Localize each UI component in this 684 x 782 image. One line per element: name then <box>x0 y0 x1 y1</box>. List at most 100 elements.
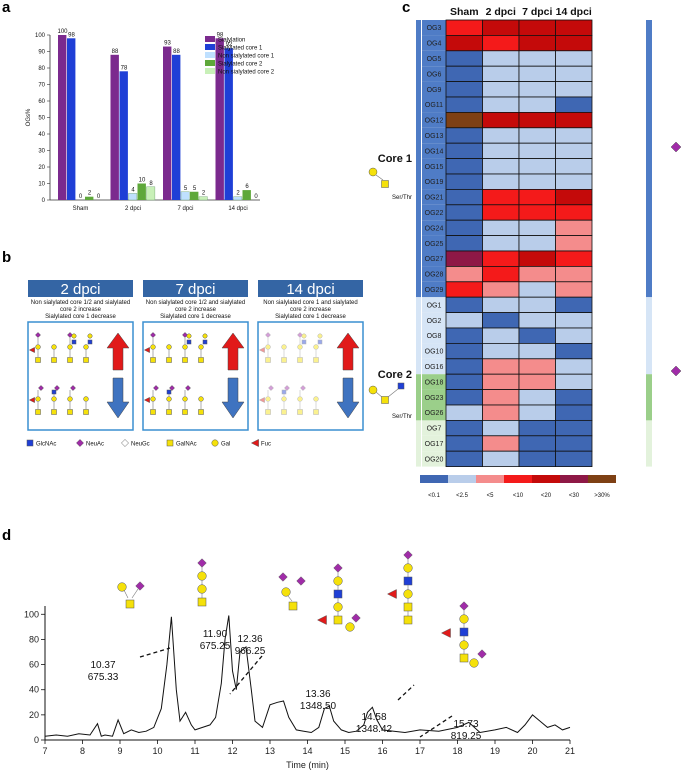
galnac-square-icon <box>281 357 287 363</box>
x-tick-label: 11 <box>190 746 199 756</box>
heatmap-cell <box>518 112 556 129</box>
peak-mass-label: 675.25 <box>200 641 231 652</box>
row-label-bg <box>422 97 446 113</box>
heatmap-cell <box>518 419 556 437</box>
fuc-triangle-icon <box>316 615 327 625</box>
heatmap-cell <box>445 342 483 360</box>
x-tick-label: 12 <box>227 746 237 756</box>
column-header: 14 dpci <box>556 6 592 18</box>
legend-label: Non sialylated core 1 <box>218 54 275 60</box>
row-label: OG29 <box>425 287 444 294</box>
galnac-square-icon <box>67 409 73 415</box>
panel-c-label: c <box>402 0 410 16</box>
heatmap-cell <box>482 450 520 468</box>
heatmap-cell <box>445 450 483 468</box>
heatmap-cell <box>555 404 593 421</box>
group-strip-right <box>646 20 652 298</box>
card-note: Sialylated core 1 decrease <box>275 314 346 320</box>
heatmap-cell <box>555 142 593 159</box>
heatmap-cell <box>518 158 556 175</box>
heatmap-cell <box>555 265 593 283</box>
x-tick-label: 14 dpci <box>228 206 247 212</box>
row-label-bg <box>422 220 446 236</box>
legend-label: Fuc <box>261 442 271 448</box>
row-label-bg <box>422 358 446 375</box>
gal-circle-icon <box>345 622 355 632</box>
heatmap-cell <box>445 112 483 129</box>
bar <box>190 191 199 200</box>
neuac-diamond-icon <box>197 558 207 568</box>
heatmap-cell <box>445 358 483 375</box>
gal-circle-icon <box>297 396 303 402</box>
bar-value-label: 0 <box>79 194 83 200</box>
gal-circle-icon <box>51 344 57 350</box>
glcnac-square-icon <box>317 339 323 345</box>
bar-value-label: 88 <box>173 49 180 55</box>
row-label-bg <box>422 143 446 159</box>
neuac-diamond-icon <box>70 385 76 391</box>
heatmap-cell <box>555 112 593 129</box>
gal-circle-icon <box>51 396 57 402</box>
row-label-bg <box>422 158 446 174</box>
bar <box>119 71 128 200</box>
fuc-triangle-icon <box>143 396 150 404</box>
row-label-bg <box>422 297 446 313</box>
heatmap-cell <box>445 373 483 391</box>
heatmap-cell <box>482 296 520 314</box>
heatmap-cell <box>482 173 520 190</box>
glycan-trend-panel: 2 dpci Non sialylated core 1/2 and sialyl… <box>26 280 364 448</box>
galnac-square-icon <box>313 409 319 415</box>
galnac-square-icon <box>150 357 156 363</box>
heatmap-cell <box>482 65 520 82</box>
chromatogram-chart: 0 20 40 60 80 100 7 8 9 10 11 12 13 14 15 16 17 18 19 20 21 T… <box>24 550 575 770</box>
x-tick-label: 9 <box>117 746 122 756</box>
row-label: OG27 <box>425 256 444 263</box>
heatmap-cell <box>482 435 520 452</box>
row-label: OG5 <box>427 56 442 63</box>
card-note: Sialylated core 1 decrease <box>45 314 116 320</box>
heatmap-cell <box>518 35 556 52</box>
card-box <box>142 321 249 431</box>
heatmap-chart: Sham 2 dpci 7 dpci 14 dpci OG3 OG4 OG5 OG6 OG9 OG… <box>368 6 682 499</box>
heatmap-cell <box>482 389 520 406</box>
heatmap-cell <box>518 281 556 298</box>
heatmap-cell <box>445 188 483 206</box>
card-title-banner <box>143 280 248 297</box>
glcnac-square-icon <box>26 439 34 447</box>
row-label-bg <box>422 435 446 452</box>
gal-circle-icon <box>198 396 204 402</box>
glycan-structures <box>143 332 208 415</box>
bar <box>137 183 146 200</box>
bar-value-label: 92 <box>226 42 233 48</box>
x-tick-label: 2 dpci <box>125 206 141 212</box>
neuac-diamond-icon <box>296 576 306 586</box>
galnac-square-icon <box>265 409 271 415</box>
gal-circle-icon <box>313 396 319 402</box>
galnac-square-icon <box>150 409 156 415</box>
heatmap-cell <box>518 173 556 190</box>
galnac-square-icon <box>125 599 135 609</box>
heatmap-cell <box>555 327 593 344</box>
x-tick-label: 8 <box>80 746 85 756</box>
bar-value-label: 78 <box>121 65 128 71</box>
bar-value-label: 0 <box>254 194 258 200</box>
peak-mass-label: 819.25 <box>451 731 482 742</box>
gal-circle-icon <box>333 602 343 612</box>
y-tick-label: 40 <box>29 685 39 695</box>
heatmap-cell <box>482 19 520 36</box>
heatmap-cell <box>482 142 520 159</box>
row-label: OG24 <box>425 225 444 232</box>
column-header: 7 dpci <box>522 6 552 18</box>
gal-circle-icon <box>186 333 192 339</box>
neuac-diamond-icon <box>477 649 487 659</box>
row-label-bg <box>422 204 446 221</box>
bar-value-label: 2 <box>88 191 92 197</box>
heatmap-cell <box>555 204 593 221</box>
galnac-square-icon <box>198 357 204 363</box>
neuac-diamond-icon <box>182 332 188 338</box>
heatmap-cell <box>445 65 483 82</box>
heatmap-cell <box>445 265 483 283</box>
heatmap-cell <box>482 404 520 421</box>
heatmap-cell <box>445 404 483 421</box>
row-label-bg <box>422 235 446 251</box>
